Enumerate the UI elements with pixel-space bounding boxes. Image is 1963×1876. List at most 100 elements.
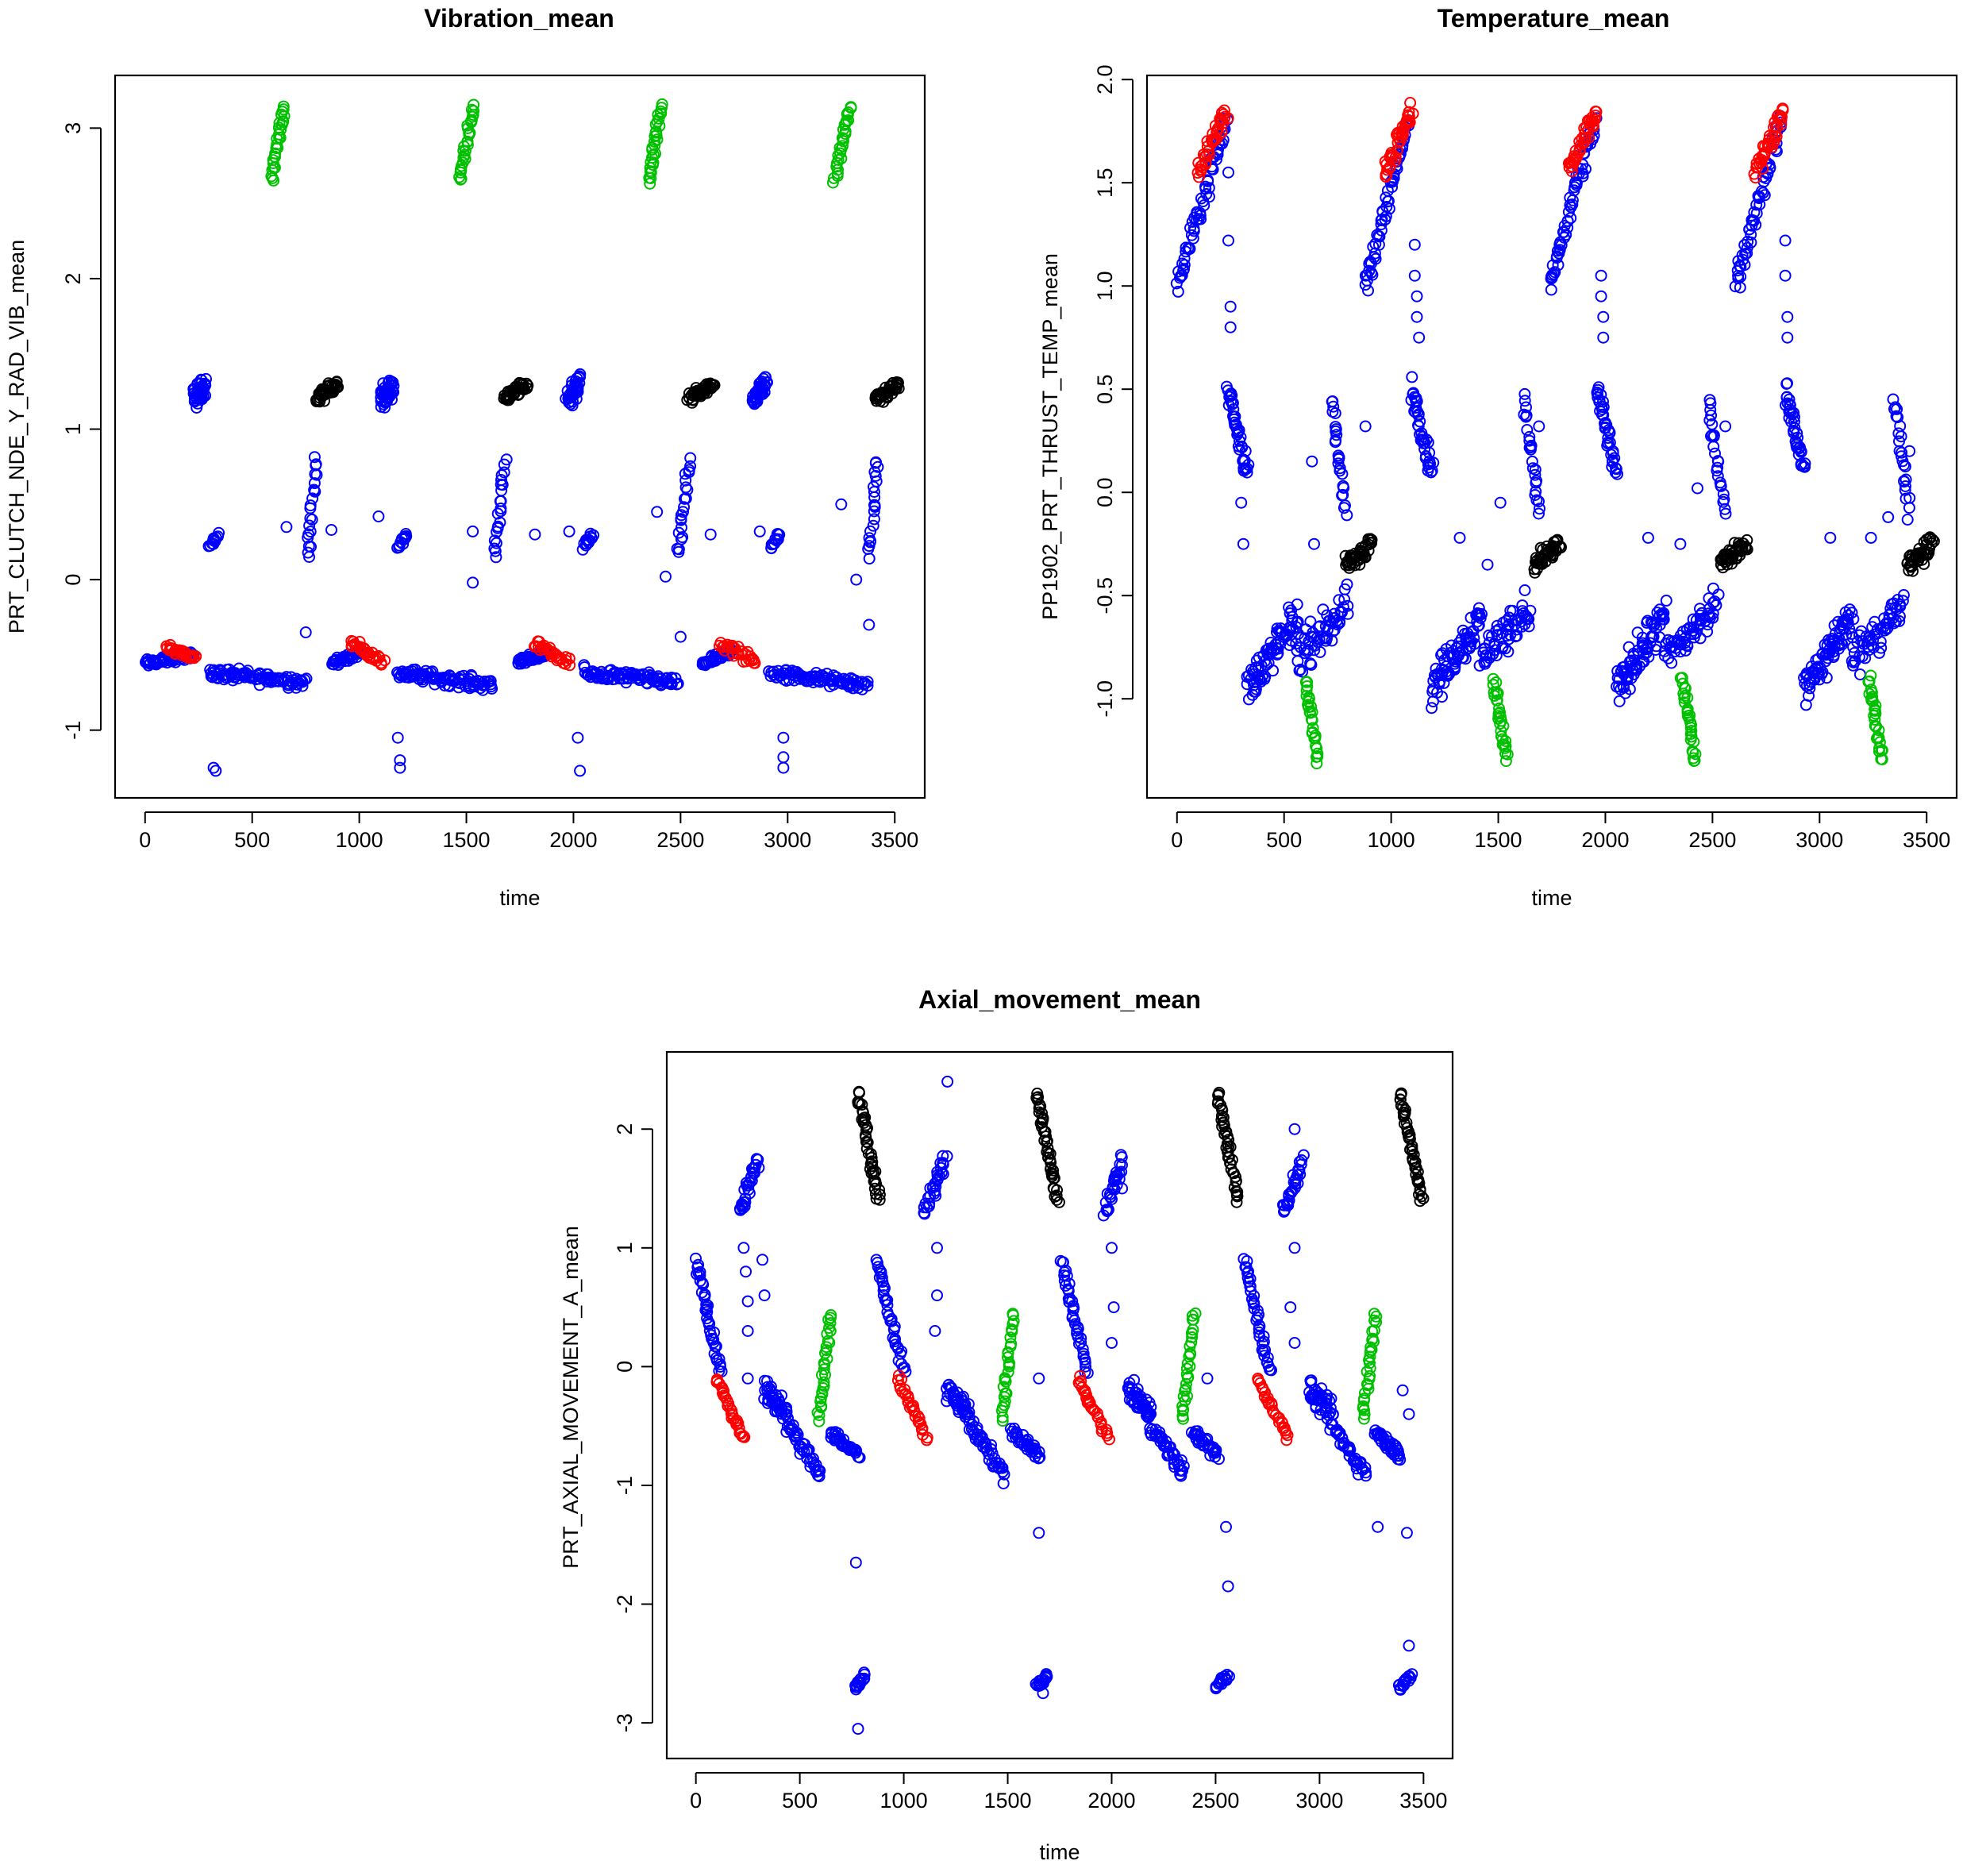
data-point — [1305, 658, 1318, 671]
data-point — [791, 1427, 803, 1439]
data-point — [777, 751, 790, 764]
data-point — [921, 1431, 933, 1444]
data-point — [1257, 1330, 1270, 1342]
data-point — [996, 1462, 1009, 1474]
data-point — [459, 152, 472, 165]
data-point — [1141, 1411, 1154, 1423]
data-point — [306, 514, 318, 526]
data-point — [941, 1150, 953, 1162]
data-point — [1779, 234, 1792, 247]
data-point — [836, 140, 849, 152]
x-axis: 0 500 1000 1500 2000 2500 3000 3500 — [139, 811, 918, 852]
data-point — [1389, 151, 1402, 164]
x-tick-label: 2000 — [1581, 828, 1629, 852]
data-point — [863, 532, 876, 545]
data-point — [490, 537, 502, 549]
data-point — [1288, 1123, 1301, 1135]
y-axis: -1.0 -0.5 0.0 0.5 1.0 1.5 2.0 — [1093, 64, 1134, 717]
data-point — [1678, 691, 1691, 704]
data-point — [1926, 537, 1938, 549]
data-point — [891, 377, 904, 390]
data-point — [1296, 665, 1309, 678]
data-point — [1684, 728, 1697, 740]
data-point — [1359, 1462, 1372, 1474]
data-point — [1674, 537, 1687, 550]
data-point — [758, 1289, 771, 1302]
plot-frame — [665, 1050, 1454, 1760]
data-point — [1408, 238, 1421, 251]
data-point — [1341, 599, 1354, 612]
data-point — [1706, 429, 1719, 441]
data-point — [845, 102, 857, 114]
data-point — [1758, 189, 1771, 202]
data-point — [1222, 234, 1234, 247]
data-point — [529, 528, 541, 541]
data-point — [1745, 229, 1757, 241]
x-axis: 0 500 1000 1500 2000 2500 3000 3500 — [690, 1772, 1447, 1812]
data-point — [1701, 626, 1714, 638]
data-point — [386, 393, 398, 406]
data-point — [1764, 161, 1776, 174]
data-point — [1711, 461, 1724, 474]
data-point — [1338, 502, 1350, 514]
data-point — [814, 1465, 826, 1477]
data-points — [140, 98, 905, 777]
data-point — [1560, 229, 1572, 241]
data-point — [1241, 1267, 1253, 1280]
data-point — [1203, 191, 1215, 203]
data-point — [1694, 632, 1707, 645]
data-point — [892, 382, 905, 395]
data-point — [1836, 638, 1849, 651]
data-point — [1468, 632, 1480, 645]
data-point — [1779, 269, 1792, 282]
data-point — [1597, 331, 1610, 344]
data-point — [1075, 1336, 1087, 1349]
data-point — [1873, 724, 1885, 737]
data-point — [1865, 531, 1877, 544]
data-point — [304, 499, 317, 512]
chart-title: Temperature_mean — [1438, 4, 1670, 33]
plot-frame — [1145, 74, 1958, 799]
data-point — [772, 528, 784, 541]
data-point — [1304, 615, 1317, 628]
data-point — [1533, 420, 1545, 433]
data-point — [400, 530, 413, 542]
data-point — [760, 371, 772, 383]
x-tick-label: 1000 — [1368, 828, 1415, 852]
data-point — [832, 149, 845, 162]
data-point — [1297, 1149, 1310, 1161]
data-point — [391, 731, 404, 744]
data-point — [1357, 1463, 1369, 1476]
data-point — [564, 659, 576, 672]
data-point — [1853, 668, 1866, 680]
data-point — [1846, 607, 1858, 619]
data-point — [1788, 410, 1800, 423]
data-point — [1529, 464, 1542, 476]
data-point — [931, 1289, 943, 1302]
data-point — [1499, 742, 1511, 754]
data-point — [1851, 636, 1864, 649]
data-point — [308, 451, 321, 464]
data-point — [453, 171, 466, 183]
data-point — [1413, 331, 1426, 344]
data-point — [861, 676, 874, 688]
data-point — [1177, 1460, 1190, 1473]
data-point — [495, 495, 507, 507]
x-tick-label: 1000 — [880, 1789, 928, 1812]
y-tick-label: -0.5 — [1093, 577, 1117, 614]
y-tick-label: 1.5 — [1093, 168, 1117, 198]
data-point — [1522, 620, 1535, 633]
data-point — [1903, 502, 1915, 514]
data-point — [1259, 1344, 1272, 1357]
data-point — [1403, 1408, 1415, 1420]
data-point — [761, 376, 773, 388]
data-point — [937, 1150, 949, 1162]
data-point — [1788, 406, 1800, 419]
data-point — [806, 1452, 819, 1465]
data-point — [741, 1372, 754, 1385]
y-tick-label: 0.0 — [1093, 477, 1117, 507]
data-point — [1684, 734, 1697, 746]
data-point — [1200, 188, 1213, 200]
data-point — [923, 1197, 936, 1210]
data-point — [868, 480, 880, 493]
